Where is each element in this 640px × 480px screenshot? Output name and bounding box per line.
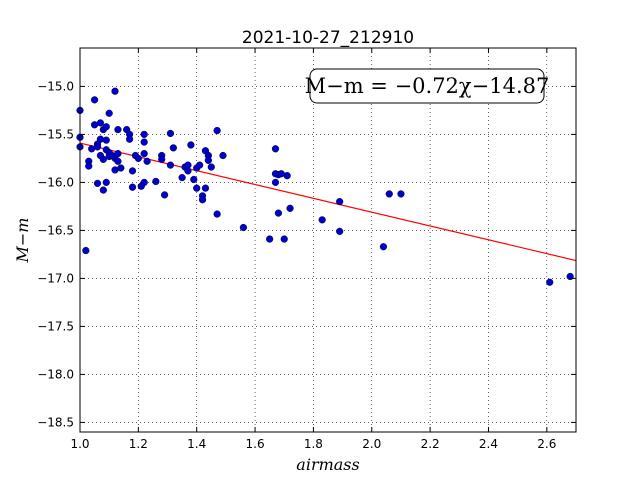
data-point (152, 177, 160, 186)
data-point (140, 150, 148, 158)
y-axis-label: M−m (13, 218, 32, 264)
data-point (126, 135, 134, 143)
data-point (318, 216, 326, 224)
data-point (219, 151, 227, 160)
data-point (90, 96, 99, 104)
data-point (85, 162, 93, 170)
data-point (96, 119, 105, 127)
x-tick-label: 1.8 (304, 437, 323, 451)
data-point (169, 144, 177, 152)
data-point (385, 190, 393, 198)
y-tick-label: −17.5 (37, 319, 74, 333)
x-tick-label: 1.0 (70, 437, 89, 451)
data-point (213, 126, 221, 135)
data-point (196, 161, 204, 169)
data-point (198, 196, 207, 204)
data-point (102, 136, 110, 144)
chart-title: 2021-10-27_212910 (242, 28, 414, 48)
y-tick-label: −16.0 (37, 175, 74, 189)
data-point (274, 209, 283, 217)
x-axis-label: airmass (296, 455, 359, 474)
data-point (286, 204, 294, 212)
x-tick-label: 2.0 (362, 437, 381, 451)
data-point (158, 155, 166, 163)
x-tick-label: 1.4 (187, 437, 206, 451)
data-point (187, 141, 195, 149)
x-tick-label: 1.2 (129, 437, 148, 451)
data-point (128, 183, 137, 191)
annotation-text: M−m = −0.72χ−14.87 (305, 74, 550, 98)
x-tick-label: 2.2 (421, 437, 440, 451)
y-tick-label: −18.0 (37, 367, 74, 381)
y-tick-label: −17.0 (37, 271, 74, 285)
data-point (99, 155, 107, 163)
x-tick-label: 1.6 (246, 437, 265, 451)
data-point (546, 278, 554, 286)
data-point (336, 198, 344, 206)
annotation-box (309, 68, 545, 104)
data-point (161, 191, 169, 199)
data-point (280, 235, 288, 243)
axis-ticks: 1.0 1.2 1.4 1.6 1.8 2.0 2.2 2.4 2.6 −15.0 −15.5 −16… (37, 48, 576, 451)
data-point (190, 175, 198, 184)
data-point (114, 150, 122, 158)
data-point (379, 243, 388, 251)
data-point (204, 156, 212, 164)
data-point (336, 227, 344, 235)
data-point (271, 145, 280, 153)
x-tick-label: 2.6 (537, 437, 556, 451)
data-point (93, 143, 102, 151)
data-point (207, 163, 215, 171)
y-tick-label: −16.5 (37, 223, 74, 237)
y-tick-label: −18.5 (37, 415, 74, 429)
data-point (128, 167, 137, 175)
data-point (140, 138, 148, 146)
data-point (283, 172, 291, 180)
y-tick-label: −15.5 (37, 127, 74, 141)
data-point (271, 178, 280, 187)
data-point (201, 184, 210, 192)
data-point (397, 190, 405, 198)
data-point (102, 123, 110, 131)
data-point (178, 174, 186, 182)
equation-annotation: M−m = −0.72χ−14.87 (305, 68, 550, 104)
data-point (114, 157, 122, 165)
data-points (76, 87, 574, 286)
data-point (134, 154, 142, 163)
data-point (193, 184, 201, 192)
y-tick-label: −15.0 (37, 79, 74, 93)
data-point (99, 186, 107, 194)
data-point (143, 157, 151, 165)
data-point (213, 210, 221, 218)
data-point (93, 179, 102, 187)
data-point (114, 126, 122, 134)
data-point (166, 161, 175, 169)
data-point (105, 109, 113, 117)
data-point (111, 87, 119, 95)
data-point (102, 178, 110, 187)
data-point (184, 167, 192, 175)
data-point (266, 235, 274, 243)
data-point (82, 246, 90, 255)
x-tick-label: 2.4 (479, 437, 498, 451)
data-point (239, 223, 247, 232)
data-point (140, 178, 148, 187)
plot-frame (79, 47, 577, 433)
data-point (166, 129, 175, 138)
data-point (117, 164, 125, 172)
data-point (140, 130, 148, 139)
